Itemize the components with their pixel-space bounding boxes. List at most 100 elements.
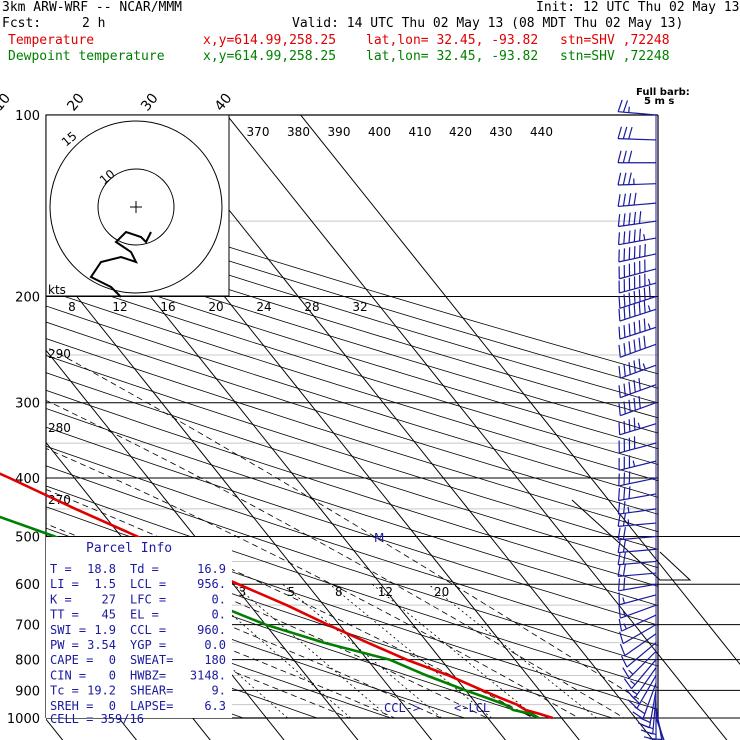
- wind-barb-staff: [652, 696, 657, 735]
- dry-adiabat: [46, 338, 658, 533]
- wind-barb-half-feather: [628, 106, 630, 113]
- wind-barb-feather: [628, 486, 631, 499]
- init-time: Init: 12 UTC Thu 02 May 13: [536, 0, 740, 15]
- wind-barb-staff: [618, 493, 657, 502]
- wind-barb-staff: [618, 477, 657, 487]
- wind-barb-feather: [617, 232, 621, 245]
- hodo-speed-label: 28: [304, 300, 319, 314]
- wind-barb-feather: [648, 286, 651, 299]
- hodo-ring-outer: [49, 120, 223, 294]
- wind-barb-feather: [633, 339, 636, 352]
- forecast-hour: 2 h: [82, 16, 106, 31]
- isotherm-label: 30: [138, 91, 162, 115]
- pressure-tick-label: 100: [15, 109, 40, 124]
- wind-barb-staff: [618, 253, 657, 263]
- wind-barb-staff: [619, 295, 657, 309]
- wind-barb-staff: [628, 650, 657, 679]
- wind-barb-feather: [622, 193, 626, 207]
- model-title: 3km ARW-WRF -- NCAR/MMM: [2, 0, 183, 15]
- wind-barb-staff: [618, 138, 657, 141]
- wind-barb-feather: [628, 230, 631, 243]
- wind-barb-staff: [631, 659, 657, 690]
- wind-barb-feather: [628, 305, 631, 318]
- wind-barb-feather: [618, 308, 621, 322]
- parcel-param-value: 3.54: [87, 638, 116, 652]
- isotherm-label: 40: [212, 91, 236, 115]
- mixing-ratio-label: 8: [335, 585, 343, 599]
- wind-barb-feather: [623, 213, 626, 226]
- wind-barb-feather: [638, 289, 641, 302]
- parcel-param-value: 27: [102, 592, 116, 606]
- dry-adiabat: [46, 215, 658, 404]
- mixing-ratio-label: 12: [378, 585, 393, 599]
- wind-barb-feather: [623, 487, 626, 500]
- wind-barb-feather: [643, 300, 646, 313]
- wind-barb-feather: [623, 401, 626, 414]
- theta-label: 370: [247, 125, 270, 139]
- barb-legend-units: 5 m s: [644, 96, 674, 107]
- wind-barb-feather: [638, 377, 641, 391]
- wind-barb-feather: [628, 323, 631, 336]
- wind-barb-feather: [623, 325, 626, 338]
- parcel-param-label: CIN =: [50, 668, 86, 682]
- mixing-ratio-line: [282, 583, 442, 718]
- wind-barb-feather: [633, 397, 636, 411]
- wind-barb-feather: [628, 292, 631, 306]
- wind-barb-staff: [618, 548, 657, 554]
- wind-barb-feather: [628, 362, 631, 375]
- wind-barb-feather: [643, 318, 646, 331]
- dewpoint-station: stn=SHV ,72248: [560, 49, 670, 64]
- wind-barb-staff: [624, 633, 657, 657]
- wind-barb-feather: [618, 422, 621, 435]
- parcel-param-value: 0.: [212, 592, 226, 606]
- wind-barb-feather: [643, 335, 646, 349]
- dry-adiabat: [46, 201, 658, 389]
- valid-time: Valid: 14 UTC Thu 02 May 13 (08 MDT Thu …: [292, 16, 684, 31]
- wind-barb-feather: [622, 563, 626, 577]
- wind-barb-feather: [638, 358, 641, 372]
- wind-barb-feather: [618, 403, 621, 416]
- wind-barb-half-feather: [632, 460, 636, 467]
- wind-barb-feather: [617, 540, 621, 553]
- theta-label: 400: [368, 125, 391, 139]
- wind-barb-feather: [617, 150, 622, 163]
- wind-barb-staff: [622, 624, 657, 645]
- wind-barb-half-feather: [631, 690, 638, 695]
- wind-barb-staff: [619, 423, 657, 436]
- dry-adiabat: [46, 305, 658, 498]
- dry-adiabat: [46, 355, 658, 550]
- wind-barb-feather: [617, 578, 621, 591]
- wind-barb-feather: [617, 126, 623, 139]
- dry-adiabat: [46, 274, 658, 465]
- wind-barb-feather: [638, 211, 642, 224]
- dry-adiabat: [46, 426, 658, 626]
- wind-barb-staff: [618, 583, 657, 592]
- wind-barb-feather: [633, 379, 636, 393]
- moist-adiabat: [46, 598, 351, 718]
- theta-label: 420: [449, 125, 472, 139]
- dry-adiabat: [46, 408, 658, 606]
- ccl-annotation: CCL->: [384, 701, 420, 715]
- parcel-box-bg: [46, 537, 232, 718]
- dry-adiabat: [46, 289, 658, 482]
- wind-barb-feather: [628, 399, 631, 413]
- isotherm-line: [152, 115, 654, 740]
- barb-legend-title: Full barb:: [636, 87, 690, 98]
- wind-barb-staff: [619, 268, 657, 280]
- wind-barb-half-feather: [647, 323, 651, 330]
- wind-barb-feather: [622, 539, 626, 553]
- dry-adiabat: [46, 188, 658, 375]
- temperature-trace: [0, 472, 554, 720]
- wind-barb-staff: [655, 707, 663, 740]
- wind-barb-staff: [642, 682, 657, 719]
- isotherm-line: [300, 115, 740, 666]
- theta-label-left: 280: [48, 421, 71, 435]
- parcel-param-label: LAPSE=: [130, 699, 173, 713]
- dewpoint-latlon: lat,lon= 32.45, -93.82: [366, 49, 539, 64]
- wind-barb-feather: [619, 643, 626, 656]
- dry-adiabat: [46, 244, 658, 434]
- moist-adiabat: [46, 448, 580, 718]
- wind-barb-feather: [628, 193, 632, 206]
